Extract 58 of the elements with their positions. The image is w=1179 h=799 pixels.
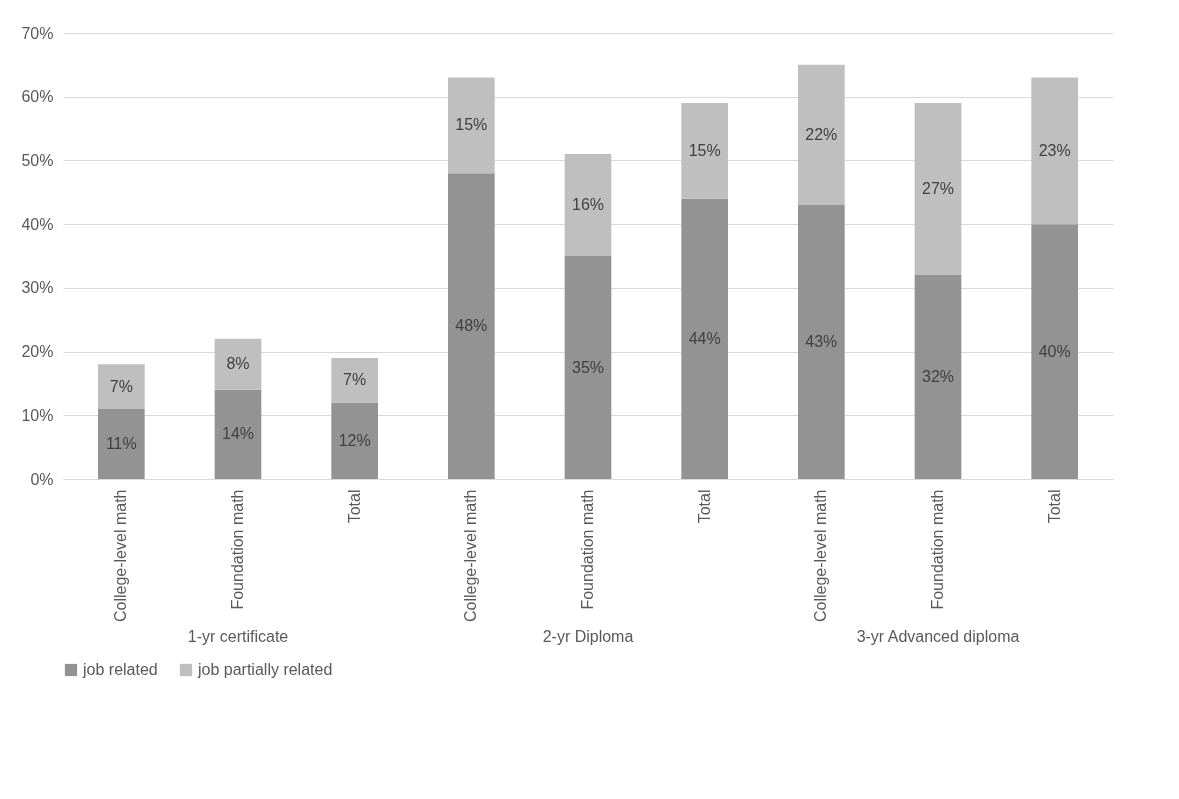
data-label: 27% <box>921 180 955 198</box>
x-tick-label: Foundation math <box>579 489 596 610</box>
data-label: 23% <box>1038 141 1071 159</box>
data-label: 11% <box>105 434 137 452</box>
bar <box>564 256 612 479</box>
x-tick-label: Total <box>1045 489 1063 524</box>
data-label: 22% <box>805 125 838 143</box>
data-label: 12% <box>338 431 371 449</box>
bar <box>798 64 845 206</box>
bar <box>1031 224 1078 479</box>
data-label: 8% <box>226 355 250 373</box>
y-tick-label: 20% <box>21 343 54 361</box>
y-tick-label: 40% <box>21 215 54 233</box>
bar <box>914 275 962 479</box>
bar <box>914 103 962 276</box>
data-label: 7% <box>109 377 133 395</box>
data-label: 16% <box>571 196 605 214</box>
bar <box>1031 77 1078 225</box>
x-tick-label: Total <box>695 489 713 524</box>
text: 2-yr Diploma <box>542 628 634 645</box>
bar <box>331 357 378 403</box>
x-tick-label: Total <box>345 489 363 524</box>
bar <box>98 364 145 409</box>
bar <box>798 205 845 479</box>
text: 1-yr certificate <box>187 628 289 645</box>
y-tick-label: 10% <box>21 406 54 424</box>
x-tick-label: College-level math <box>462 489 480 623</box>
bar <box>681 103 728 199</box>
legend-label: job related <box>82 661 158 678</box>
y-tick-label: 50% <box>21 151 54 169</box>
data-label: 15% <box>455 116 488 134</box>
x-tick-label: College-level math <box>812 489 830 623</box>
data-label: 48% <box>455 317 488 335</box>
bar <box>331 402 378 479</box>
data-label: 44% <box>688 329 721 347</box>
y-tick-label: 60% <box>21 88 54 106</box>
y-tick-label: 30% <box>21 279 54 297</box>
data-label: 32% <box>921 368 955 386</box>
bar <box>214 389 262 479</box>
data-label: 14% <box>221 425 255 443</box>
bar <box>214 338 262 390</box>
bar <box>98 408 145 479</box>
data-label: 40% <box>1038 342 1071 360</box>
data-label: 43% <box>805 333 838 351</box>
x-tick-label: College-level math <box>112 489 130 623</box>
data-label: 35% <box>571 358 605 376</box>
x-tick-label: Foundation math <box>229 489 246 610</box>
text: 3-yr Advanced diploma <box>856 628 1020 645</box>
data-label: 7% <box>343 371 367 389</box>
x-tick-label: Foundation math <box>929 489 946 610</box>
bar <box>681 198 728 479</box>
y-tick-label: 0% <box>30 470 54 488</box>
y-tick-label: 70% <box>21 24 54 42</box>
data-label: 15% <box>688 141 721 159</box>
bar <box>448 77 495 174</box>
bar <box>564 154 612 256</box>
legend-label: job partially related <box>197 661 333 678</box>
bar <box>448 173 495 479</box>
